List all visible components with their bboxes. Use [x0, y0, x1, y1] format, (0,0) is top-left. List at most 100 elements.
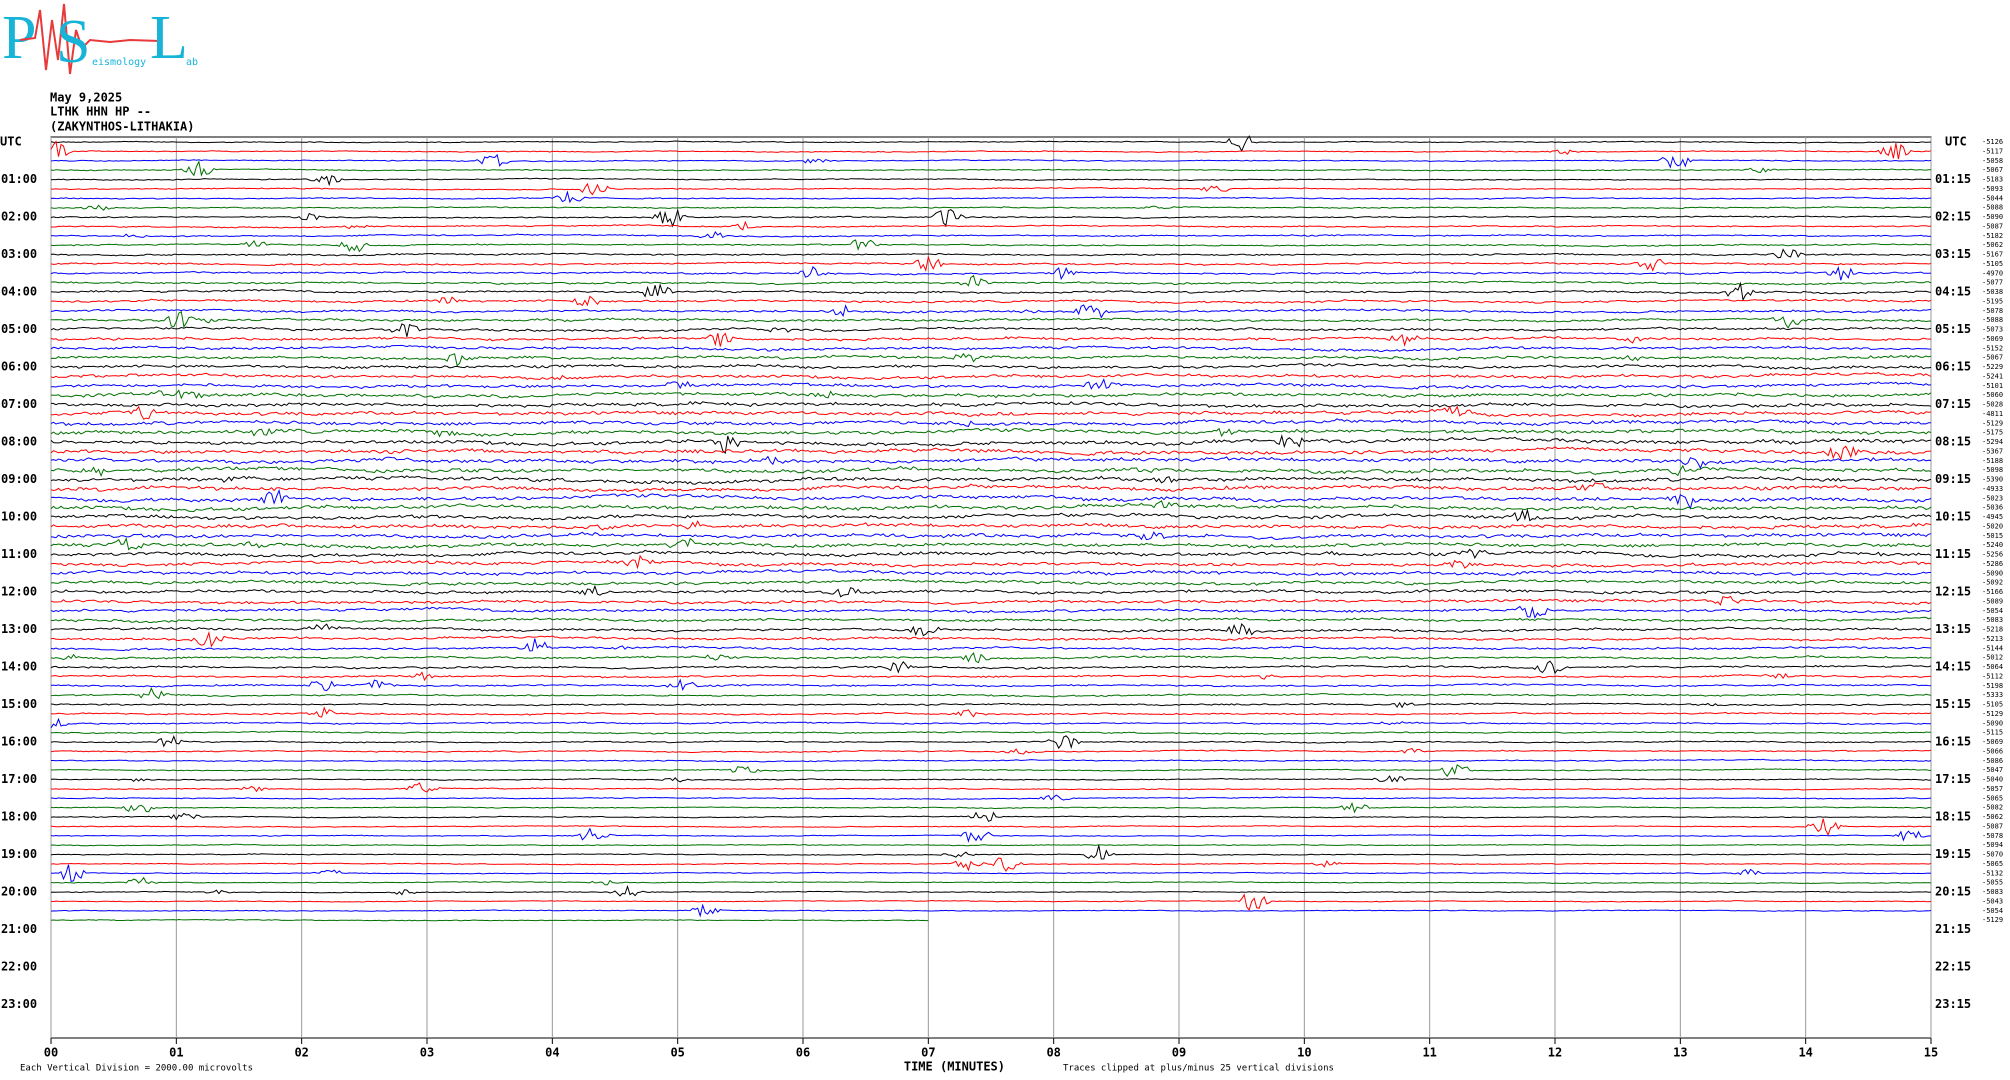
x-tick-label: 13 [1673, 1046, 1687, 1060]
trace [51, 378, 1932, 390]
hour-label: 09:15 [1935, 472, 1971, 486]
trace-offset: -5067 [1982, 354, 2003, 362]
trace [50, 818, 1932, 837]
hour-label: 08:15 [1935, 435, 1971, 449]
hour-label: 16:15 [1935, 735, 1971, 749]
trace-offset: -5054 [1982, 607, 2003, 615]
hour-label: 14:00 [1, 660, 37, 674]
trace-offset: -5038 [1982, 288, 2003, 296]
trace-offset: -5040 [1982, 776, 2003, 784]
trace-offset: -5256 [1982, 551, 2003, 559]
logo-letter: S [56, 8, 90, 76]
trace [50, 651, 1932, 664]
trace [51, 730, 1931, 735]
hour-label: 06:00 [1, 360, 37, 374]
trace [50, 239, 1931, 253]
trace-offset: -5115 [1982, 729, 2003, 737]
hour-label: 04:15 [1935, 285, 1971, 299]
utc-label: UTC [1945, 135, 1967, 149]
trace [50, 884, 1932, 897]
trace-offset: -5060 [1982, 391, 2003, 399]
hour-label: 20:15 [1935, 885, 1971, 899]
trace [51, 405, 1932, 420]
trace-offset: -5073 [1982, 326, 2003, 334]
trace-offset: -5077 [1982, 279, 2003, 287]
trace [50, 536, 1932, 551]
trace-offset: -5044 [1982, 194, 2003, 202]
hour-label: 19:00 [1, 847, 37, 861]
trace [50, 622, 1932, 637]
trace-offset: -5069 [1982, 738, 2003, 746]
trace-offset: -5015 [1982, 532, 2003, 540]
x-tick-label: 00 [44, 1046, 58, 1060]
trace-offset: -5152 [1982, 344, 2003, 352]
trace [50, 554, 1932, 570]
hour-label: 18:15 [1935, 810, 1971, 824]
x-tick-label: 07 [921, 1046, 935, 1060]
hour-label: 01:15 [1935, 172, 1971, 186]
x-tick-label: 15 [1924, 1046, 1938, 1060]
hour-label: 18:00 [1, 810, 37, 824]
trace-offset: -5090 [1982, 569, 2003, 577]
x-tick-label: 03 [420, 1046, 434, 1060]
trace [50, 445, 1932, 461]
logo-wave [19, 3, 161, 75]
trace-offset: -5070 [1982, 851, 2003, 859]
trace [50, 344, 1932, 353]
trace [50, 175, 1932, 187]
hour-label: 10:15 [1935, 510, 1971, 524]
trace-offset: -5055 [1982, 879, 2003, 887]
trace-offset: -5105 [1982, 260, 2003, 268]
trace-offset: -4933 [1982, 485, 2003, 493]
trace [50, 190, 1932, 204]
logo-letter: L [150, 4, 188, 72]
hour-label: 06:15 [1935, 360, 1971, 374]
hour-label: 23:15 [1935, 997, 1971, 1011]
hour-label: 05:15 [1935, 322, 1971, 336]
hour-label: 08:00 [1, 435, 37, 449]
trace [50, 605, 1932, 620]
trace-offset: -4970 [1982, 269, 2003, 277]
trace [50, 701, 1932, 709]
trace-offset: -5054 [1982, 907, 2003, 915]
trace-offset: -5129 [1982, 419, 2003, 427]
trace [50, 255, 1932, 272]
trace [50, 578, 1932, 587]
trace [50, 418, 1931, 427]
trace [50, 389, 1932, 400]
trace-offset: -5058 [1982, 157, 2003, 165]
trace [50, 248, 1932, 259]
x-tick-label: 12 [1548, 1046, 1562, 1060]
trace [50, 671, 1931, 682]
trace-offset: -5087 [1982, 222, 2003, 230]
trace [50, 811, 1931, 822]
trace [50, 508, 1932, 522]
hour-label: 12:15 [1935, 585, 1971, 599]
trace [50, 500, 1932, 513]
x-axis-title: TIME (MINUTES) [904, 1060, 1005, 1074]
trace [50, 372, 1932, 381]
trace [50, 548, 1932, 560]
x-tick-label: 14 [1798, 1046, 1812, 1060]
clip-note: Traces clipped at plus/minus 25 vertical… [1063, 1064, 1334, 1074]
trace-offset: -5086 [1982, 757, 2003, 765]
trace-offset: -5183 [1982, 176, 2003, 184]
trace-offset: -5105 [1982, 701, 2003, 709]
trace [50, 638, 1932, 652]
trace [50, 782, 1932, 793]
trace-offset: -5333 [1982, 691, 2003, 699]
trace-offset: -5129 [1982, 710, 2003, 718]
trace-offset: -5062 [1982, 813, 2003, 821]
trace [50, 208, 1932, 228]
trace-offset: -5064 [1982, 663, 2003, 671]
x-tick-label: 02 [294, 1046, 308, 1060]
trace [50, 274, 1932, 287]
trace-offset: -5078 [1982, 307, 2003, 315]
trace [50, 520, 1932, 531]
trace-offset: -5067 [1982, 166, 2003, 174]
hour-label: 07:15 [1935, 397, 1971, 411]
trace-offset: -5036 [1982, 504, 2003, 512]
trace [50, 482, 1932, 493]
trace [50, 230, 1932, 239]
